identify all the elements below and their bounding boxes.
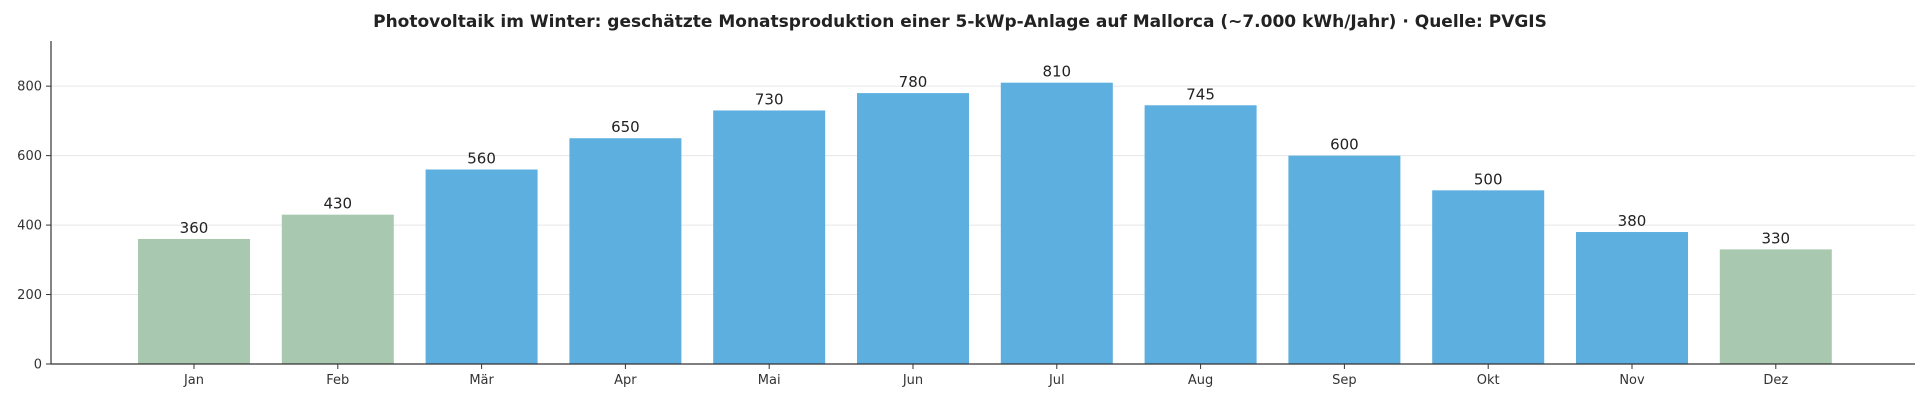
bars [138, 82, 1832, 364]
bar-Okt [1432, 190, 1545, 364]
data-label: 730 [755, 90, 784, 108]
data-label: 430 [323, 195, 352, 213]
bar-Jan [138, 238, 250, 364]
data-label: 650 [611, 118, 640, 136]
data-label: 330 [1761, 229, 1790, 247]
x-tick-label: Apr [614, 373, 637, 388]
data-label: 780 [899, 73, 928, 91]
data-label: 500 [1474, 170, 1503, 188]
x-tick-label: Jun [902, 373, 923, 388]
x-tick-label: Okt [1477, 373, 1500, 388]
data-label: 810 [1042, 63, 1071, 81]
bar-Jun [857, 93, 969, 364]
data-label: 560 [467, 150, 496, 168]
bar-Mai [713, 110, 826, 364]
x-tick-label: Mär [469, 373, 494, 388]
y-tick-label: 400 [17, 219, 42, 234]
x-tick-label: Aug [1188, 373, 1213, 388]
y-tick-label: 200 [17, 288, 42, 303]
bar-Dez [1719, 249, 1832, 364]
y-tick-label: 600 [17, 149, 42, 164]
data-label: 360 [180, 219, 209, 237]
x-tick-label: Dez [1763, 373, 1788, 388]
data-label: 380 [1618, 212, 1647, 230]
axes [46, 41, 1915, 369]
x-tick-label: Jul [1048, 373, 1065, 388]
y-tick-label: 0 [34, 358, 42, 373]
bar-Mär [425, 169, 538, 364]
data-label: 600 [1330, 136, 1359, 154]
bar-Nov [1576, 232, 1688, 364]
bar-Sep [1288, 155, 1401, 364]
bar-Jul [1000, 82, 1113, 364]
labels: 0 200 400 600 800 360 Jan 430 Feb 560 Mär 650 Apr 730… [17, 63, 1790, 388]
data-label: 745 [1186, 85, 1215, 103]
x-tick-label: Nov [1619, 373, 1645, 388]
bar-Aug [1144, 105, 1257, 364]
x-tick-label: Jan [183, 373, 204, 388]
x-tick-label: Feb [326, 373, 349, 388]
bar-Apr [569, 138, 682, 364]
bar-Feb [281, 214, 394, 364]
y-tick-label: 800 [17, 80, 42, 95]
x-tick-label: Mai [758, 373, 781, 388]
x-tick-label: Sep [1332, 373, 1357, 388]
chart-title: Photovoltaik im Winter: geschätzte Monat… [373, 12, 1547, 32]
